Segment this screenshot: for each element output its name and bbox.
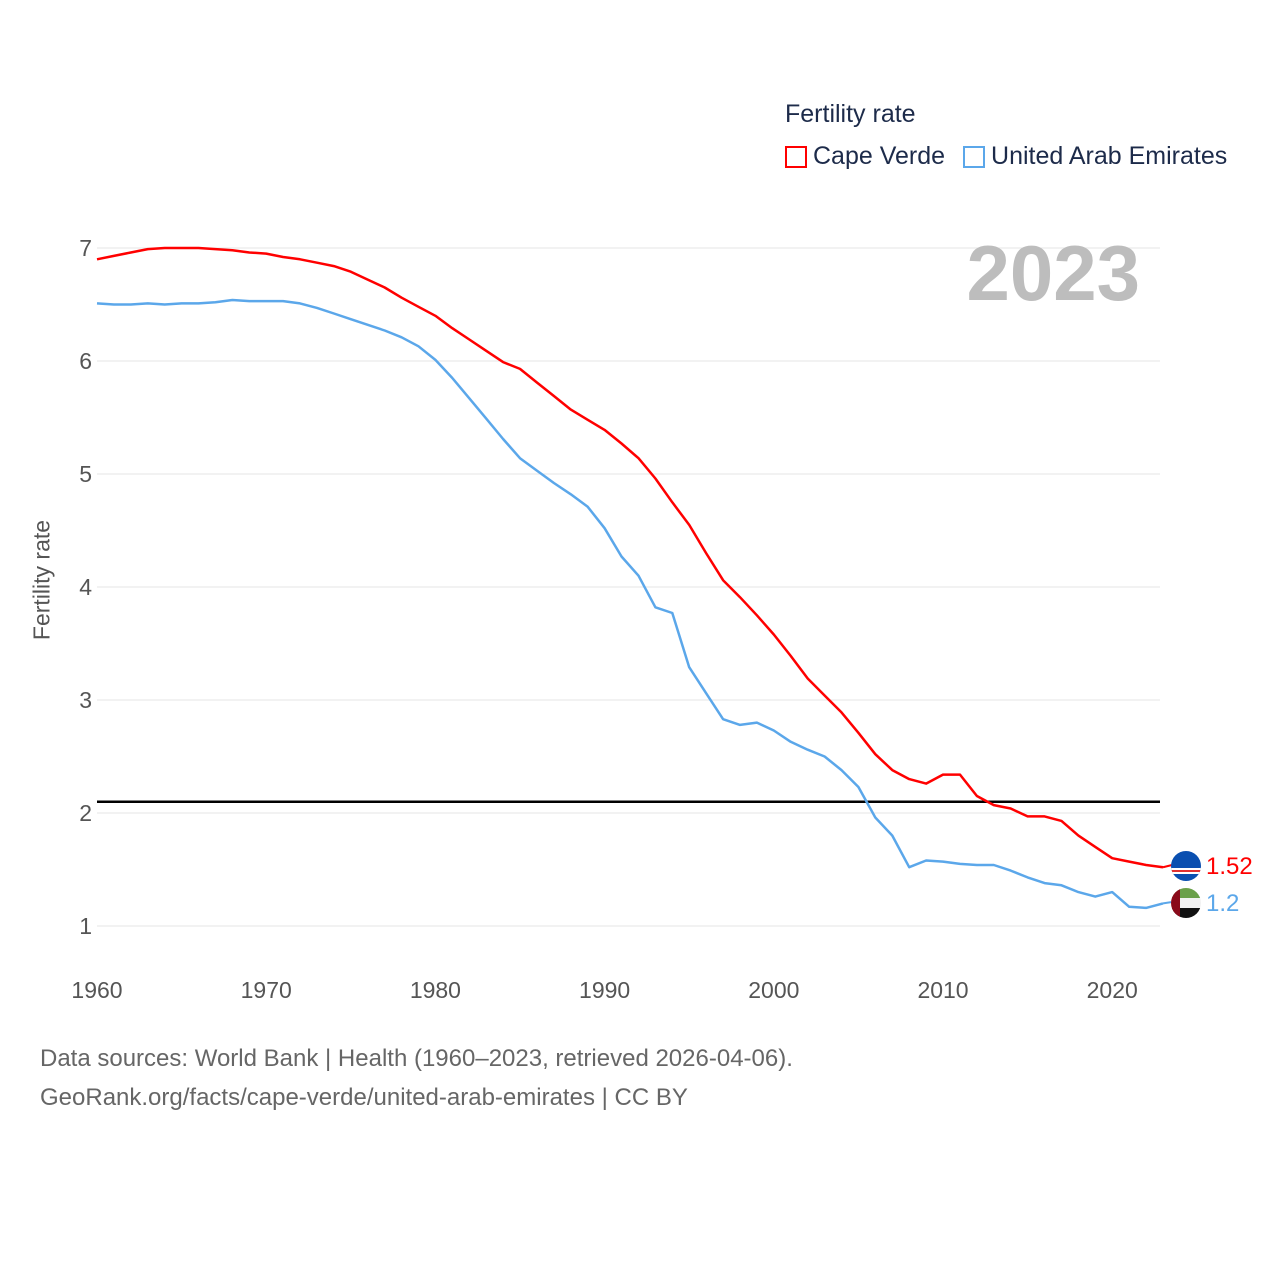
end-connector	[1162, 901, 1173, 905]
legend-title: Fertility rate	[785, 100, 916, 128]
data-source-text: Data sources: World Bank | Health (1960–…	[40, 1045, 793, 1072]
legend-label: Cape Verde	[813, 142, 946, 170]
end-connector	[1162, 864, 1173, 869]
year-label: 2023	[966, 229, 1140, 317]
x-tick-label: 2010	[917, 977, 968, 1003]
flag-part	[1171, 908, 1201, 918]
legend-swatch-cape-verde	[785, 145, 807, 168]
y-tick-label: 2	[79, 800, 92, 826]
x-tick-label: 1960	[71, 977, 122, 1003]
series-line-uae	[96, 298, 1164, 910]
x-tick-label: 2000	[748, 977, 799, 1003]
uae-flag-icon	[1171, 888, 1201, 918]
legend: Cape Verde United Arab Emirates	[785, 142, 1227, 171]
y-tick-label: 3	[79, 687, 92, 713]
y-tick-label: 1	[79, 913, 92, 939]
attribution-text: GeoRank.org/facts/cape-verde/united-arab…	[40, 1084, 688, 1111]
series-line-cape-verde	[96, 246, 1164, 869]
flag-part	[1171, 888, 1180, 918]
legend-item-cape-verde[interactable]: Cape Verde	[785, 142, 945, 171]
y-tick-label: 5	[79, 461, 92, 487]
x-tick-label: 1970	[241, 977, 292, 1003]
flag-part	[1171, 870, 1201, 872]
x-tick-label: 1980	[410, 977, 461, 1003]
legend-swatch-uae	[963, 145, 986, 168]
flag-part	[1171, 898, 1201, 908]
y-tick-label: 4	[79, 574, 92, 600]
y-tick-label: 7	[79, 235, 92, 261]
end-value-label: 1.2	[1206, 890, 1239, 917]
end-value-label: 1.52	[1206, 853, 1253, 880]
flag-part	[1171, 888, 1201, 898]
legend-label: United Arab Emirates	[991, 142, 1228, 170]
flag-part	[1171, 851, 1201, 881]
legend-item-uae[interactable]: United Arab Emirates	[963, 142, 1227, 171]
x-tick-label: 2020	[1087, 977, 1138, 1003]
y-axis-label: Fertility rate	[28, 519, 55, 641]
x-tick-label: 1990	[579, 977, 630, 1003]
y-tick-label: 6	[79, 348, 92, 374]
cape-verde-flag-icon	[1171, 851, 1201, 881]
